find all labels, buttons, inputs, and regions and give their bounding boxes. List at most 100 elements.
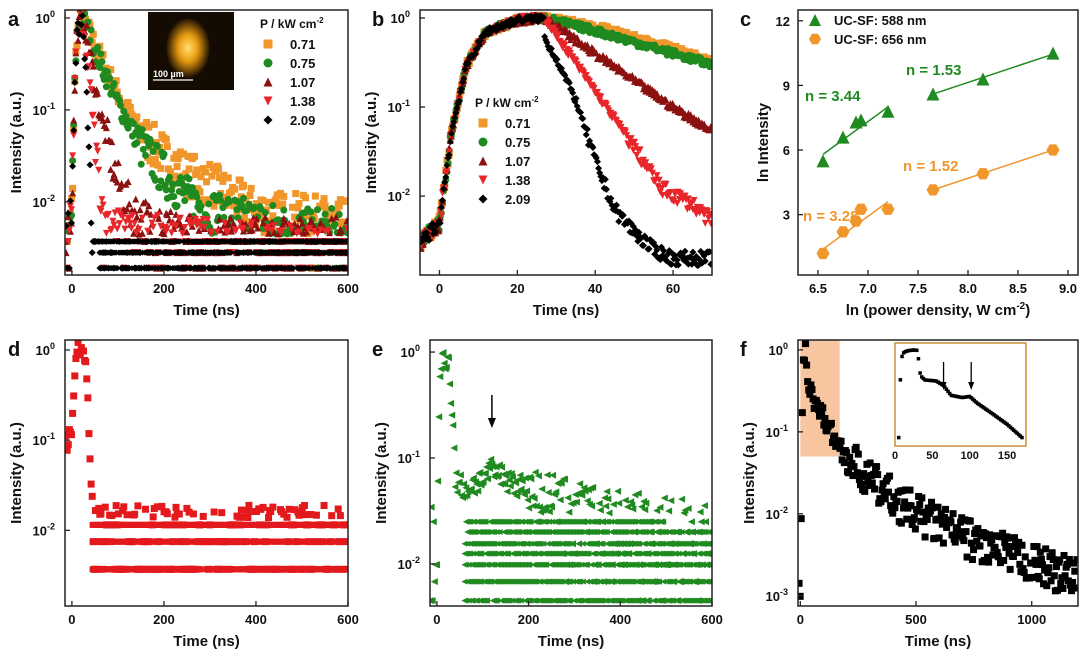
data-point <box>642 159 650 167</box>
data-point <box>148 219 156 227</box>
data-point <box>684 504 692 512</box>
plot-frame <box>64 9 349 276</box>
data-point <box>440 185 448 193</box>
data-point <box>280 192 288 200</box>
legend-title: P / kW cm-2 <box>260 16 324 31</box>
data-point <box>320 195 328 203</box>
data-point <box>317 226 325 234</box>
data-point <box>437 365 445 373</box>
data-point <box>648 169 656 177</box>
data-point <box>332 213 340 221</box>
data-point <box>216 191 224 199</box>
data-point <box>538 485 546 493</box>
data-point <box>138 229 146 237</box>
plot-frame <box>64 339 349 607</box>
data-point <box>584 561 591 568</box>
data-point <box>569 89 577 97</box>
x-tick-label: 40 <box>588 281 602 296</box>
data-point <box>321 210 329 218</box>
data-point <box>976 72 990 86</box>
x-tick-label: 7.0 <box>859 281 877 296</box>
data-point <box>655 176 663 184</box>
data-point <box>268 227 276 235</box>
data-point <box>662 181 670 189</box>
data-point <box>655 578 662 585</box>
data-point <box>433 561 441 569</box>
diamond-marker-icon <box>478 194 488 204</box>
data-point <box>565 508 573 516</box>
data-point <box>138 214 146 222</box>
data-point <box>70 392 78 400</box>
data-point <box>639 242 647 250</box>
x-axis-label: Time (ns) <box>533 302 599 319</box>
data-point <box>623 132 631 140</box>
data-point <box>260 229 268 237</box>
data-point <box>343 225 348 233</box>
data-point <box>476 468 484 476</box>
data-point <box>147 139 155 147</box>
data-point <box>174 155 182 163</box>
legend-label: 2.09 <box>290 113 315 128</box>
data-point <box>193 166 201 174</box>
data-point <box>71 79 79 87</box>
data-point <box>430 518 437 526</box>
plot-area <box>816 46 1060 260</box>
data-point <box>177 238 184 245</box>
panel-label: a <box>8 9 20 31</box>
data-point <box>68 219 76 227</box>
data-point <box>854 203 868 215</box>
plot-area <box>65 10 348 272</box>
data-point <box>582 72 590 80</box>
triangle-down-marker-icon <box>478 175 488 185</box>
series-e <box>430 349 712 605</box>
x-axis-label-sup: -2 <box>1016 301 1025 312</box>
data-point <box>83 52 91 60</box>
data-point <box>132 117 140 125</box>
data-point <box>97 207 105 215</box>
data-point <box>440 359 448 367</box>
y-tick-label: 10-2 <box>388 187 410 204</box>
data-point <box>171 172 179 180</box>
data-point <box>331 538 338 545</box>
data-point <box>128 112 136 120</box>
legend-label: UC-SF: 588 nm <box>834 13 926 28</box>
data-point <box>708 562 712 567</box>
data-point <box>138 126 146 134</box>
tick-base: 10 <box>36 11 50 26</box>
data-point <box>72 355 80 363</box>
data-point <box>193 193 201 201</box>
data-point <box>149 513 157 521</box>
panel-label: e <box>372 339 383 361</box>
data-point <box>149 160 157 168</box>
x-axis-label-text: Time (ns) <box>173 302 239 319</box>
y-tick-label: 12 <box>776 14 790 29</box>
data-point <box>210 508 218 516</box>
data-point <box>163 143 171 151</box>
data-point <box>436 373 444 381</box>
y-tick-label: 10-2 <box>33 521 55 538</box>
data-point <box>224 174 232 182</box>
data-point <box>103 115 111 123</box>
data-point <box>561 561 568 568</box>
data-point <box>609 500 617 508</box>
data-point <box>300 502 308 510</box>
data-point <box>272 195 280 203</box>
data-point <box>81 55 89 63</box>
data-point <box>555 21 563 29</box>
data-point <box>579 115 587 123</box>
x-tick-label: 400 <box>245 612 267 627</box>
x-axis-label: Time (ns) <box>173 302 239 319</box>
data-point <box>583 41 591 49</box>
data-point <box>65 209 72 217</box>
data-point <box>220 171 228 179</box>
data-point <box>156 184 164 192</box>
data-point <box>154 142 162 150</box>
data-point <box>108 512 116 520</box>
data-point <box>208 228 216 236</box>
data-point <box>561 41 569 49</box>
data-point <box>439 349 447 357</box>
data-point <box>84 38 92 46</box>
data-point <box>133 213 141 221</box>
legend-label: 1.38 <box>505 173 530 188</box>
